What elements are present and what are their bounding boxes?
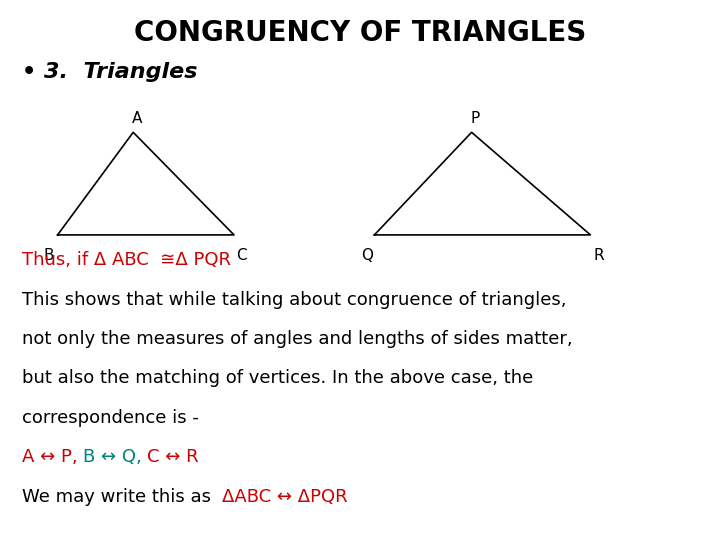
Text: but also the matching of vertices. In the above case, the: but also the matching of vertices. In th… [22, 369, 533, 387]
Text: B ↔ Q,: B ↔ Q, [83, 448, 148, 466]
Text: Q: Q [361, 248, 373, 264]
Text: This shows that while talking about congruence of triangles,: This shows that while talking about cong… [22, 291, 566, 308]
Text: C: C [236, 248, 246, 264]
Text: B: B [44, 248, 54, 264]
Text: R: R [594, 248, 604, 264]
Text: ΔABC ↔ ΔPQR: ΔABC ↔ ΔPQR [222, 488, 348, 505]
Text: We may write this as: We may write this as [22, 488, 222, 505]
Text: A: A [132, 111, 142, 126]
Text: correspondence is -: correspondence is - [22, 409, 199, 427]
Text: C ↔ R: C ↔ R [148, 448, 199, 466]
Text: P: P [471, 111, 480, 126]
Text: Thus, if Δ ABC  ≅Δ PQR: Thus, if Δ ABC ≅Δ PQR [22, 251, 230, 269]
Text: A ↔ P,: A ↔ P, [22, 448, 83, 466]
Text: CONGRUENCY OF TRIANGLES: CONGRUENCY OF TRIANGLES [134, 19, 586, 47]
Text: not only the measures of angles and lengths of sides matter,: not only the measures of angles and leng… [22, 330, 572, 348]
Text: • 3.  Triangles: • 3. Triangles [22, 62, 197, 82]
